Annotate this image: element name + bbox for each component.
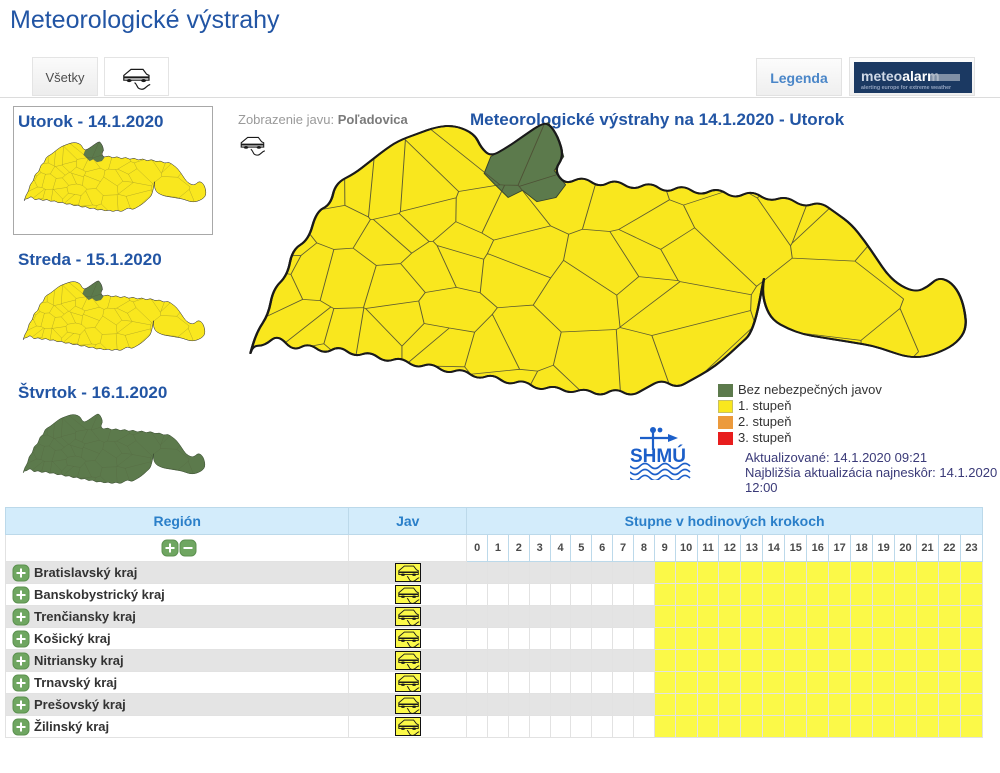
svg-text:SHMÚ: SHMÚ: [630, 445, 686, 467]
svg-text:alerting europe for extreme we: alerting europe for extreme weather: [861, 85, 951, 91]
svg-text:meteoalarm: meteoalarm: [861, 68, 940, 84]
